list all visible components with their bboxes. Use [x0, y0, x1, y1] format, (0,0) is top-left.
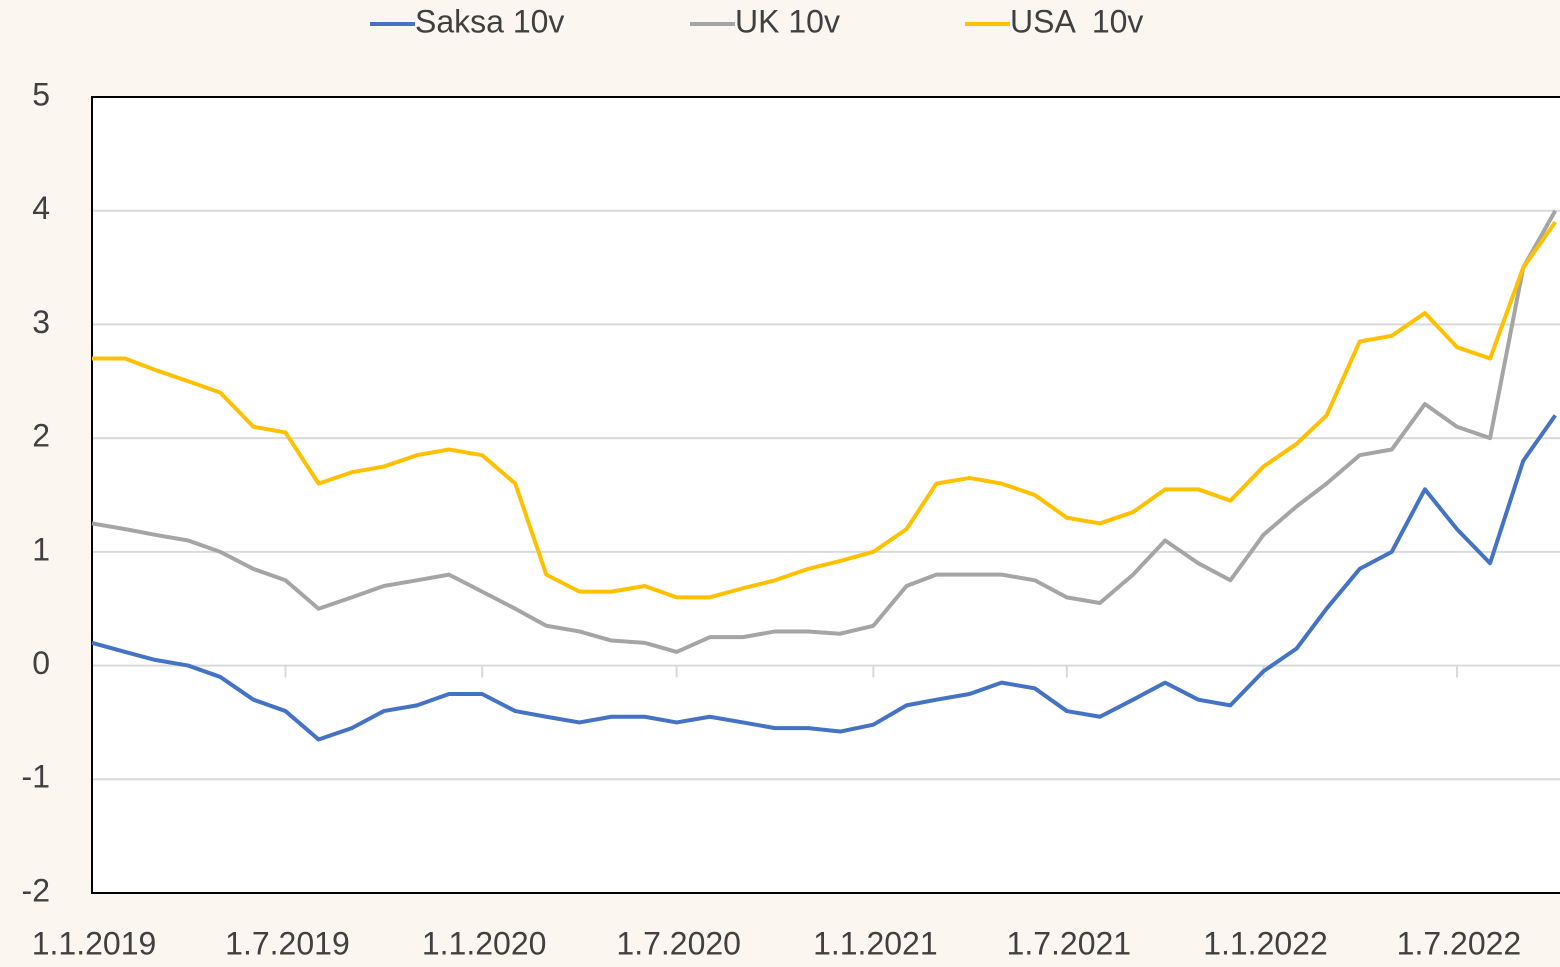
x-tick-label: 1.1.2021 — [813, 925, 938, 961]
series-line — [91, 414, 1557, 742]
x-tick-label: 1.1.2019 — [32, 925, 157, 961]
x-tick-label: 1.7.2022 — [1397, 925, 1522, 961]
y-tick-label: 2 — [32, 418, 50, 454]
legend-label: USA 10v — [1010, 3, 1143, 39]
x-tick-label: 1.7.2019 — [225, 925, 350, 961]
x-tick-label: 1.7.2021 — [1007, 925, 1132, 961]
y-tick-label: 0 — [32, 645, 50, 681]
series-line — [92, 220, 1557, 600]
y-tick-label: 1 — [32, 531, 50, 567]
y-tick-label: -1 — [22, 759, 50, 795]
y-tick-label: -2 — [22, 872, 50, 908]
y-tick-label: 3 — [32, 304, 50, 340]
legend-label: Saksa 10v — [415, 3, 564, 39]
plot-area — [92, 97, 1560, 893]
x-tick-label: 1.1.2020 — [422, 925, 547, 961]
series-line — [91, 209, 1558, 654]
y-tick-label: 5 — [32, 76, 50, 112]
plot-border — [91, 96, 1560, 894]
legend-label: UK 10v — [735, 3, 840, 39]
x-tick-label: 1.7.2020 — [616, 925, 741, 961]
x-tick-label: 1.1.2022 — [1203, 925, 1328, 961]
y-tick-label: 4 — [32, 190, 50, 226]
